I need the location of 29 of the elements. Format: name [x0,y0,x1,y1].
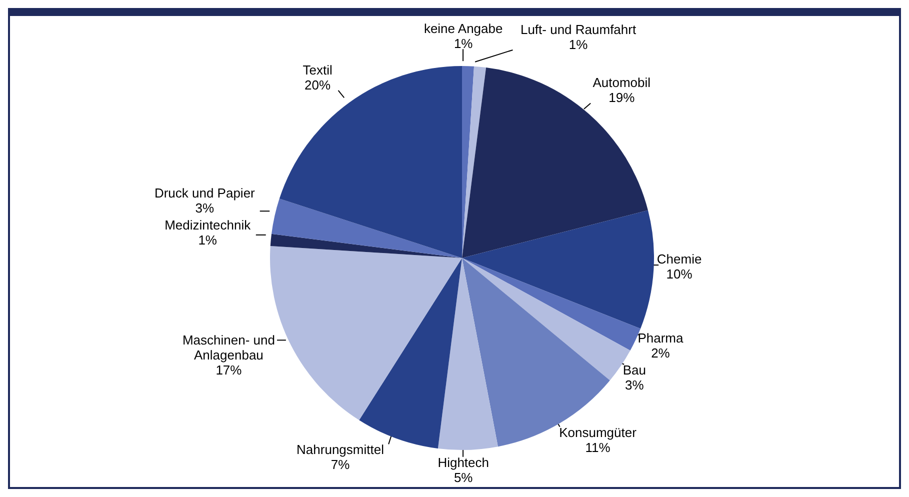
slice-label: Druck und Papier [154,186,256,201]
data-label: 10% [666,266,693,282]
slice-label: Bau [622,362,646,378]
data-label: 1% [454,36,474,52]
data-label: 1% [568,36,588,52]
slice-label: Hightech [438,454,489,470]
slice-label: Pharma [638,330,684,346]
pie-slice [462,68,648,258]
data-label: 11% [585,440,611,455]
data-label: 3% [195,200,214,216]
slice-label: Nahrungsmittel [296,442,384,458]
data-label: 2% [651,345,670,360]
pie-slice [272,198,462,258]
slice-label: Textil [302,62,332,78]
data-label: 1% [198,232,218,248]
slice-label: Luft- und Raumfahrt [520,22,636,37]
slice-label: Maschinen- und Anlagenbau [182,332,275,362]
slice-label: keine Angabe [424,21,503,36]
slice-label: Automobil [592,75,651,90]
pie-slice [270,234,462,258]
data-label: 5% [454,470,474,485]
data-label: 7% [330,457,350,472]
slice-label: Chemie [656,252,702,267]
data-label: 17% [216,362,242,378]
slice-label: Medizintechnik [164,218,252,233]
data-label: 20% [304,77,332,92]
slice-label: Konsumgüter [559,424,638,440]
data-label: 19% [608,90,636,106]
data-label: 3% [625,377,644,392]
